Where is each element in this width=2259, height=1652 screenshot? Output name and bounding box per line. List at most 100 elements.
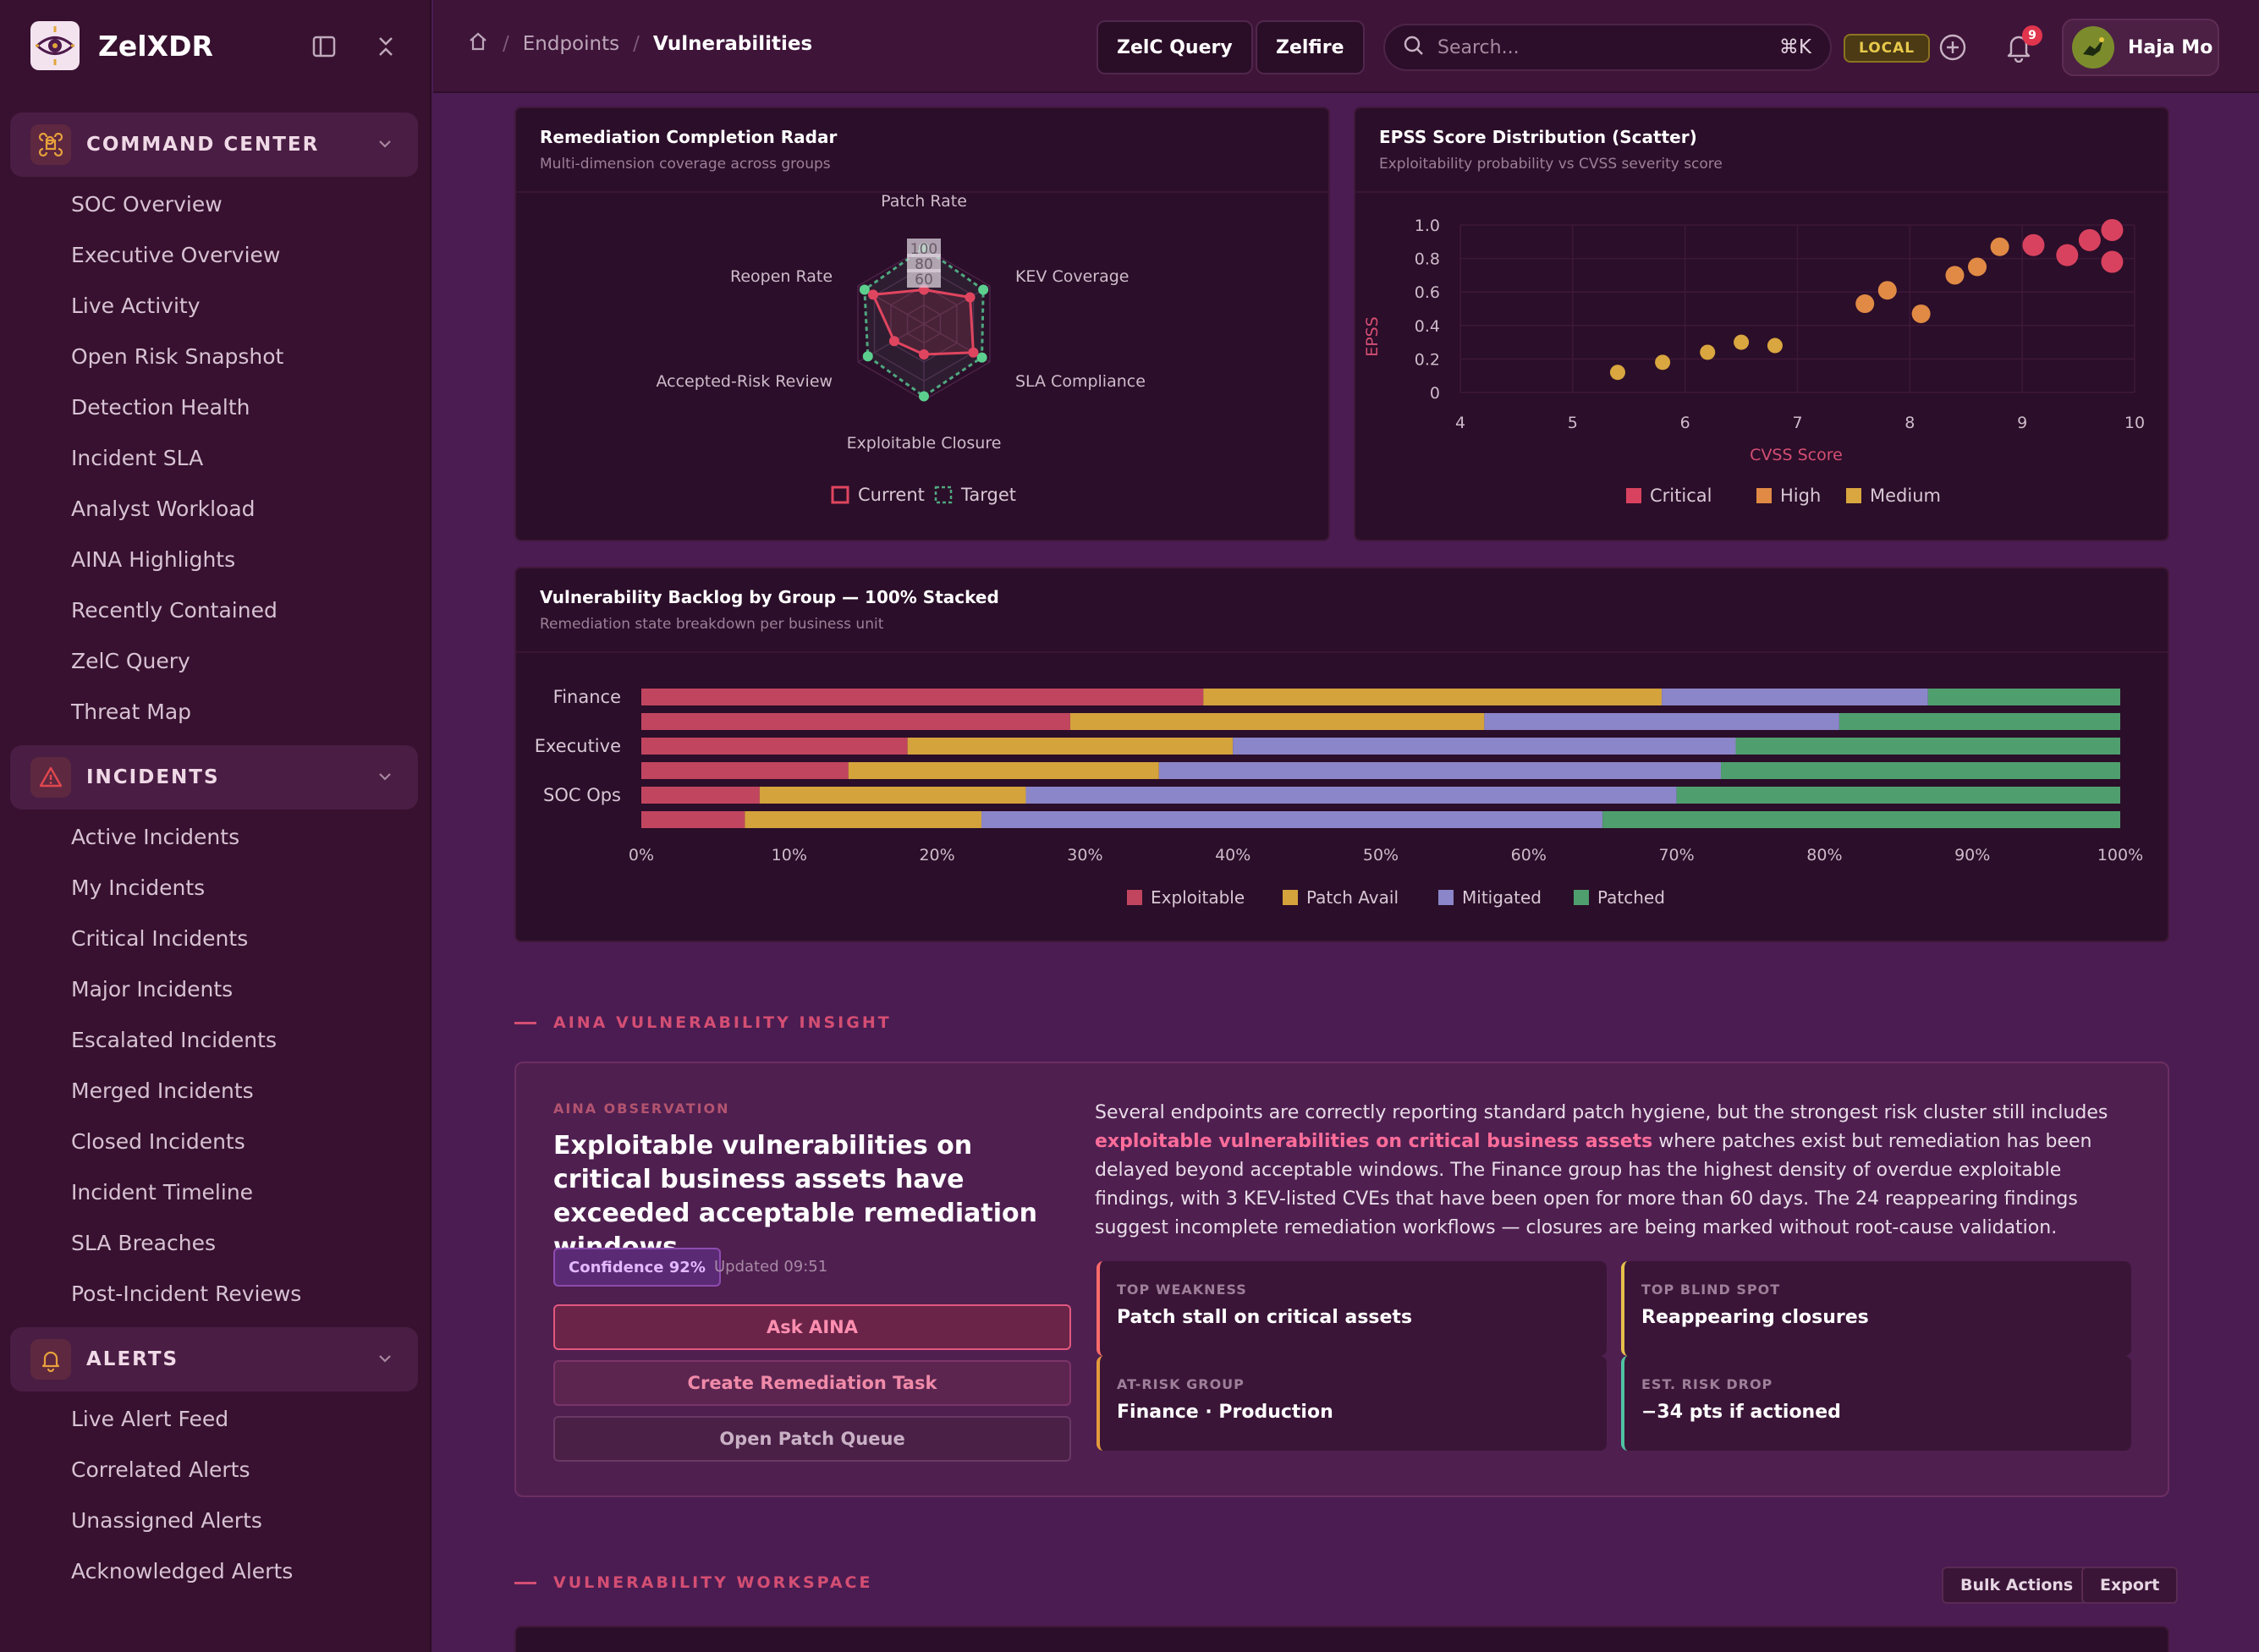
bar-segment-mitigated xyxy=(1158,762,1722,779)
radar-tick-bg xyxy=(907,254,941,272)
nav-detection-health[interactable]: Detection Health xyxy=(71,395,250,420)
nav-threat-map[interactable]: Threat Map xyxy=(71,700,192,724)
scatter-x-tick: 4 xyxy=(1455,414,1465,432)
nav-escalated-incidents[interactable]: Escalated Incidents xyxy=(71,1028,277,1052)
scatter-point-medium xyxy=(1767,338,1783,354)
bar-x-tick: 90% xyxy=(1954,846,1990,864)
legend-target-swatch xyxy=(934,486,953,504)
nav-recently-contained[interactable]: Recently Contained xyxy=(71,598,278,623)
breadcrumb-separator: / xyxy=(503,33,509,55)
nav-acknowledged-alerts[interactable]: Acknowledged Alerts xyxy=(71,1559,294,1583)
bar-segment-exploitable xyxy=(641,689,1204,705)
panel-header: EPSS Score Distribution (Scatter) Exploi… xyxy=(1355,108,2168,193)
export-button[interactable]: Export xyxy=(2081,1567,2179,1604)
insight-section-label: AINA VULNERABILITY INSIGHT xyxy=(514,1013,892,1032)
observation-body: Several endpoints are correctly reportin… xyxy=(1095,1099,2144,1243)
scatter-x-tick: 6 xyxy=(1680,414,1690,432)
collapse-all-icon[interactable] xyxy=(371,32,400,61)
bar-x-tick: 0% xyxy=(629,846,654,864)
bar-segment-mitigated xyxy=(1484,713,1839,730)
x-axis-label: CVSS Score xyxy=(1750,446,1843,464)
nav-post-incident-reviews[interactable]: Post-Incident Reviews xyxy=(71,1282,302,1306)
nav-sla-breaches[interactable]: SLA Breaches xyxy=(71,1231,216,1255)
nav-critical-incidents[interactable]: Critical Incidents xyxy=(71,926,249,951)
section-dash xyxy=(514,1581,536,1584)
confidence-badge: Confidence 92% xyxy=(553,1248,721,1287)
bar-segment-exploitable xyxy=(641,787,760,804)
nav-aina-highlights[interactable]: AINA Highlights xyxy=(71,547,236,572)
legend-swatch-critical xyxy=(1626,488,1641,503)
notifications-icon[interactable]: 9 xyxy=(2003,25,2042,64)
group-alerts[interactable]: ALERTS xyxy=(10,1327,418,1391)
open-patch-queue-button[interactable]: Open Patch Queue xyxy=(553,1416,1071,1462)
radar-axis-label: KEV Coverage xyxy=(1015,267,1130,286)
workspace-table-panel xyxy=(514,1626,2169,1652)
breadcrumb-endpoints[interactable]: Endpoints xyxy=(522,33,620,55)
bar-segment-exploitable xyxy=(641,811,745,828)
radar-tick-bg xyxy=(907,269,941,288)
scatter-x-tick: 8 xyxy=(1904,414,1915,432)
nav-executive-overview[interactable]: Executive Overview xyxy=(71,243,281,267)
bar-x-tick: 50% xyxy=(1363,846,1399,864)
bar-segment-patched xyxy=(1602,811,2120,828)
bar-segment-patch-avail xyxy=(848,762,1159,779)
panel-title: Vulnerability Backlog by Group — 100% St… xyxy=(540,587,999,607)
nav-my-incidents[interactable]: My Incidents xyxy=(71,875,206,900)
at-risk-group-card: AT-RISK GROUP Finance · Production xyxy=(1097,1356,1607,1451)
topbar: / Endpoints / Vulnerabilities ZelC Query… xyxy=(433,0,2259,93)
sidebar-toggle-icon[interactable] xyxy=(310,32,338,61)
bar-segment-exploitable xyxy=(641,738,908,755)
zelc-query-button[interactable]: ZelC Query xyxy=(1097,20,1253,74)
user-menu[interactable]: Haja Mo xyxy=(2062,19,2219,76)
nav-open-risk-snapshot[interactable]: Open Risk Snapshot xyxy=(71,344,284,369)
insight-panel: AINA OBSERVATION Exploitable vulnerabili… xyxy=(514,1062,2169,1497)
warning-icon xyxy=(30,757,71,798)
card-label: TOP BLIND SPOT xyxy=(1641,1282,1781,1298)
sidebar: ZelXDR COMMAND CENTER SOC Overview Execu… xyxy=(0,0,431,1652)
nav-incident-timeline[interactable]: Incident Timeline xyxy=(71,1180,254,1205)
nav-incident-sla[interactable]: Incident SLA xyxy=(71,446,204,470)
nav-major-incidents[interactable]: Major Incidents xyxy=(71,977,234,1002)
nav-live-alert-feed[interactable]: Live Alert Feed xyxy=(71,1407,229,1431)
bell-icon xyxy=(30,1339,71,1380)
bar-segment-exploitable xyxy=(641,762,849,779)
radar-axis-label: Patch Rate xyxy=(881,193,967,211)
card-label: TOP WEAKNESS xyxy=(1117,1282,1247,1298)
nav-closed-incidents[interactable]: Closed Incidents xyxy=(71,1129,245,1154)
notification-count-badge: 9 xyxy=(2022,25,2042,46)
radar-point-target xyxy=(978,284,989,295)
bar-x-tick: 40% xyxy=(1215,846,1250,864)
nav-soc-overview[interactable]: SOC Overview xyxy=(71,192,223,217)
nav-zelc-query[interactable]: ZelC Query xyxy=(71,649,190,673)
bulk-actions-button[interactable]: Bulk Actions xyxy=(1942,1567,2092,1604)
nav-analyst-workload[interactable]: Analyst Workload xyxy=(71,497,256,521)
zelfire-button[interactable]: Zelfire xyxy=(1256,20,1365,74)
nav-live-activity[interactable]: Live Activity xyxy=(71,294,201,318)
panel-subtitle: Remediation state breakdown per business… xyxy=(540,616,884,633)
eye-logo-icon xyxy=(30,21,80,70)
scatter-point-high xyxy=(1877,281,1897,300)
nav-correlated-alerts[interactable]: Correlated Alerts xyxy=(71,1457,250,1482)
brand[interactable]: ZelXDR xyxy=(30,20,213,71)
nav-unassigned-alerts[interactable]: Unassigned Alerts xyxy=(71,1508,262,1533)
scatter-panel: EPSS Score Distribution (Scatter) Exploi… xyxy=(1354,107,2169,541)
ask-aina-button[interactable]: Ask AINA xyxy=(553,1304,1071,1350)
radar-point-current xyxy=(867,289,878,300)
panel-header: Remediation Completion Radar Multi-dimen… xyxy=(516,108,1328,193)
add-icon[interactable] xyxy=(1937,32,1968,66)
search-input[interactable]: Search... ⌘K xyxy=(1383,24,1832,71)
card-label: EST. RISK DROP xyxy=(1641,1376,1773,1392)
bar-segment-patched xyxy=(1721,762,2120,779)
home-icon[interactable] xyxy=(467,30,489,58)
nav-merged-incidents[interactable]: Merged Incidents xyxy=(71,1078,254,1103)
bar-segment-patched xyxy=(1676,787,2120,804)
group-incidents[interactable]: INCIDENTS xyxy=(10,745,418,810)
section-label-text: VULNERABILITY WORKSPACE xyxy=(553,1573,873,1592)
group-command-center[interactable]: COMMAND CENTER xyxy=(10,113,418,177)
legend-swatch xyxy=(1574,890,1589,905)
create-remediation-task-button[interactable]: Create Remediation Task xyxy=(553,1360,1071,1406)
scatter-point-high xyxy=(1968,257,1987,277)
command-icon xyxy=(30,124,71,165)
nav-active-incidents[interactable]: Active Incidents xyxy=(71,825,240,849)
group-label: COMMAND CENTER xyxy=(86,134,320,156)
